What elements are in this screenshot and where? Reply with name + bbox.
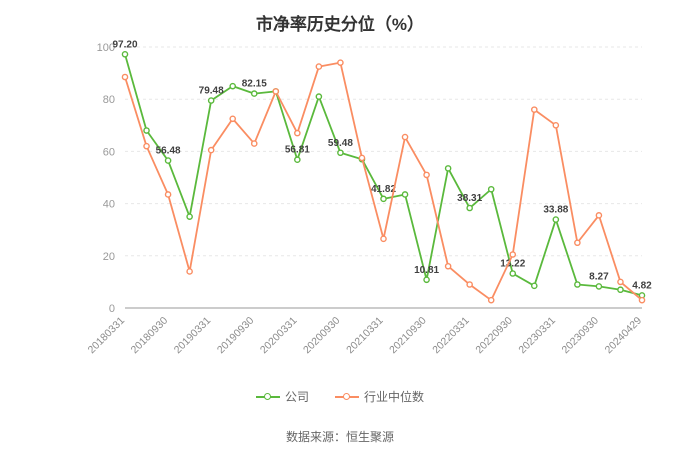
data-point (380, 195, 387, 203)
data-point (530, 282, 538, 290)
data-point (186, 213, 193, 220)
x-axis-label: 20230930 (560, 315, 602, 357)
data-point (207, 146, 215, 154)
x-axis-label: 20200930 (301, 315, 343, 357)
x-axis-label: 20210930 (387, 315, 429, 357)
x-axis-label: 20190930 (215, 315, 257, 357)
x-axis-label: 20210331 (344, 315, 386, 357)
data-label: 38.31 (457, 193, 482, 204)
x-axis-label: 20180930 (129, 315, 171, 357)
data-point (444, 165, 452, 172)
data-point (509, 270, 517, 277)
x-axis-label: 20200331 (258, 315, 300, 357)
x-axis-label: 20230331 (516, 315, 558, 357)
data-point (574, 281, 581, 288)
data-point (164, 157, 172, 164)
y-axis-label: 60 (103, 146, 115, 158)
data-point (617, 286, 624, 294)
data-point (617, 278, 624, 286)
data-point (487, 185, 495, 193)
x-axis-label: 20220331 (430, 315, 472, 357)
data-point (294, 129, 301, 137)
data-label: 56.48 (156, 146, 181, 157)
data-point (207, 97, 215, 104)
series-line-1 (124, 61, 643, 302)
data-point (552, 216, 560, 223)
data-point (466, 204, 473, 212)
data-point (186, 268, 193, 275)
chart-title: 市净率历史分位（%） (255, 15, 425, 34)
data-point (337, 59, 344, 66)
y-axis-label: 20 (103, 251, 115, 263)
data-point (401, 191, 409, 198)
data-point (466, 281, 473, 288)
data-point (315, 63, 323, 70)
x-axis-label: 20190331 (172, 315, 214, 357)
y-axis-label: 0 (109, 303, 115, 315)
legend-label-company: 公司 (284, 390, 309, 404)
data-label: 82.15 (242, 79, 267, 90)
data-label: 41.82 (371, 184, 396, 195)
data-point (487, 296, 495, 304)
data-point (423, 171, 430, 179)
data-point (530, 106, 538, 113)
legend-label-industry-median: 行业中位数 (364, 390, 425, 404)
data-label: 4.82 (632, 280, 652, 291)
data-label: 59.48 (328, 138, 353, 149)
data-point (444, 262, 452, 270)
data-point (143, 127, 150, 134)
data-point (229, 115, 237, 123)
data-label: 56.81 (285, 145, 310, 156)
data-point (315, 93, 323, 100)
x-axis-label: 20240429 (603, 315, 645, 357)
data-point (380, 235, 387, 243)
data-label: 13.22 (500, 258, 525, 269)
line-chart: 0 20 40 60 80 100 20180331 20180930 20190331 2019… (86, 39, 653, 357)
data-label: 10.81 (414, 265, 439, 276)
data-point (595, 212, 603, 219)
data-point (229, 82, 237, 90)
data-point (250, 90, 258, 97)
data-point (272, 88, 280, 95)
data-point (121, 73, 129, 81)
y-axis-label: 40 (103, 199, 115, 211)
data-point (164, 191, 172, 198)
data-point (401, 133, 409, 141)
data-label: 97.20 (112, 39, 137, 50)
data-point (250, 140, 258, 147)
y-axis-label: 100 (97, 42, 115, 54)
data-label: 8.27 (589, 271, 609, 282)
data-point (595, 283, 603, 290)
data-point (143, 142, 150, 150)
x-axis-label: 20180331 (86, 315, 128, 357)
y-axis-label: 80 (103, 94, 115, 106)
data-point (358, 154, 366, 162)
data-source-note: 数据来源：恒生聚源 (285, 430, 394, 444)
data-point (552, 122, 560, 129)
data-point (638, 296, 646, 304)
data-point (574, 239, 581, 247)
x-axis-label: 20220930 (473, 315, 515, 357)
data-label: 33.88 (543, 205, 568, 216)
data-point (509, 251, 517, 258)
chart-legend: 公司 行业中位数 (0, 388, 680, 405)
data-point (423, 276, 430, 284)
legend-item-company[interactable]: 公司 (255, 388, 309, 405)
legend-marker-company-icon (255, 392, 280, 402)
data-point (121, 51, 129, 58)
data-label: 79.48 (199, 86, 224, 97)
data-point (337, 149, 344, 157)
data-point (294, 156, 301, 164)
legend-marker-industry-median-icon (335, 392, 359, 402)
legend-item-industry-median[interactable]: 行业中位数 (335, 388, 424, 405)
